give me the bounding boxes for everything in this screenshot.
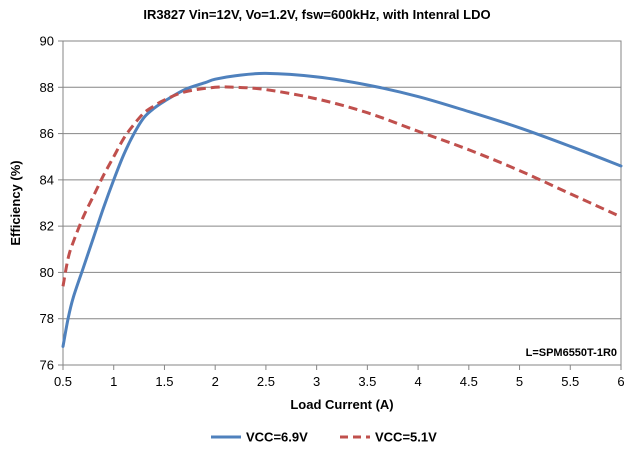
y-axis-label: Efficiency (%) xyxy=(8,160,23,245)
y-tick-label: 88 xyxy=(40,80,54,95)
y-tick-label: 80 xyxy=(40,265,54,280)
x-tick-label: 3 xyxy=(313,374,320,389)
series-lines xyxy=(61,71,623,348)
y-tick-label: 90 xyxy=(40,34,54,49)
x-tick-label: 5.5 xyxy=(561,374,579,389)
x-tick-label: 4.5 xyxy=(460,374,478,389)
x-tick-label: 5 xyxy=(516,374,523,389)
y-tick-label: 84 xyxy=(40,172,54,187)
x-tick-label: 0.5 xyxy=(54,374,72,389)
x-tick-label: 1 xyxy=(110,374,117,389)
legend: VCC=6.9V VCC=5.1V xyxy=(211,430,437,445)
y-tick-label: 78 xyxy=(40,311,54,326)
x-tick-label: 6 xyxy=(617,374,624,389)
axis-ticks: 76 78 80 82 84 86 88 90 0.5 1 1.5 2 2.5 3 3.5 4 4.5 5 5.5 6 xyxy=(40,34,625,390)
gridlines xyxy=(63,86,621,320)
legend-label-vcc-6-9v: VCC=6.9V xyxy=(246,430,308,445)
x-tick-label: 3.5 xyxy=(358,374,376,389)
x-axis-label: Load Current (A) xyxy=(290,397,393,412)
y-tick-label: 86 xyxy=(40,126,54,141)
inductor-annotation: L=SPM6550T-1R0 xyxy=(526,347,617,359)
x-tick-label: 2 xyxy=(212,374,219,389)
x-tick-label: 2.5 xyxy=(257,374,275,389)
y-tick-label: 76 xyxy=(40,358,54,373)
legend-label-vcc-5-1v: VCC=5.1V xyxy=(375,430,437,445)
x-tick-label: 1.5 xyxy=(155,374,173,389)
chart-title: IR3827 Vin=12V, Vo=1.2V, fsw=600kHz, wit… xyxy=(143,7,490,22)
x-tick-label: 4 xyxy=(414,374,421,389)
series-line-vcc-5-1v xyxy=(61,85,622,287)
plot-area-frame xyxy=(62,40,622,366)
y-tick-label: 82 xyxy=(40,219,54,234)
